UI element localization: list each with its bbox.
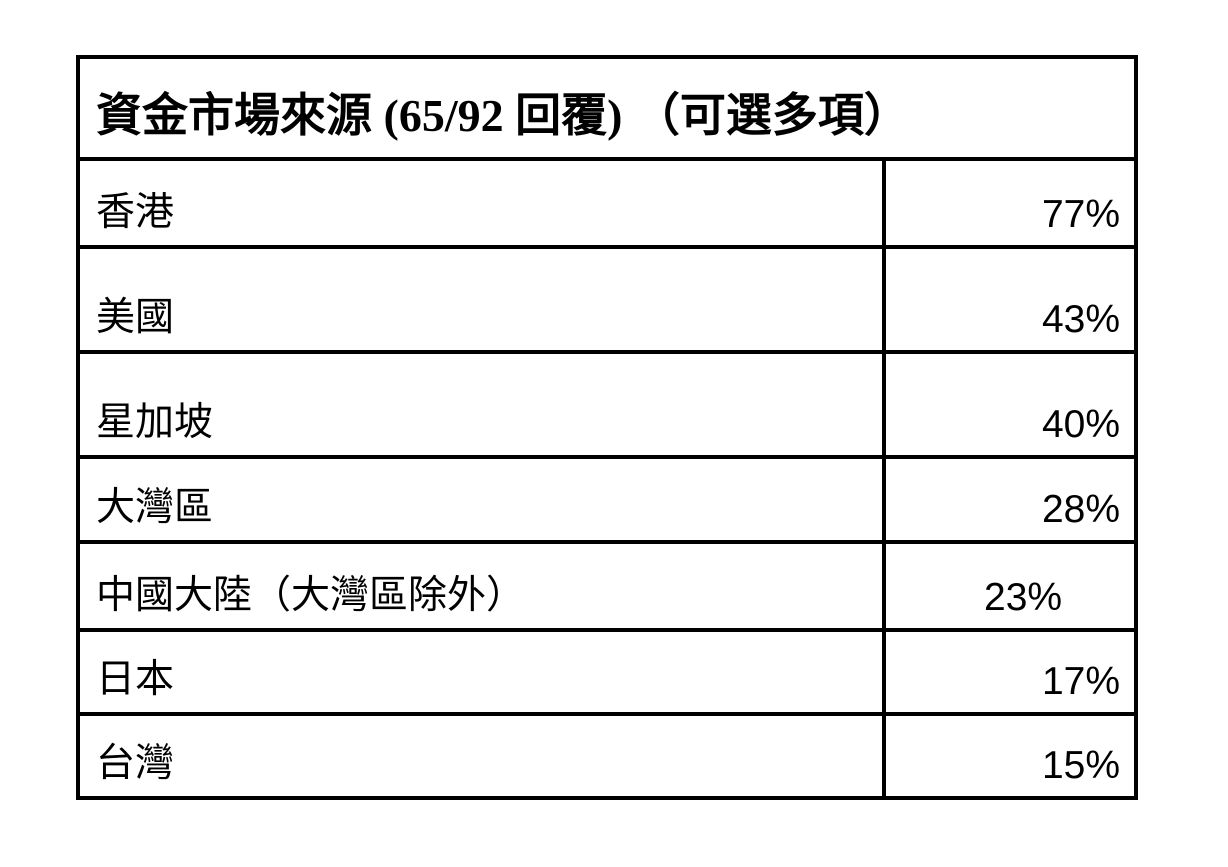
row-label: 中國大陸（大灣區除外） [96,574,526,617]
table-row: 星加坡 40% [80,354,1134,459]
row-value: 77% [1041,193,1120,236]
row-label: 美國 [96,296,175,339]
table-row: 香港 77% [80,157,1134,249]
table-row: 大灣區 28% [80,459,1134,544]
table-row: 美國 43% [80,249,1134,354]
table-row: 台灣 15% [80,716,1134,796]
row-label: 台灣 [96,742,175,785]
row-label: 星加坡 [96,401,214,444]
row-label: 香港 [96,191,175,234]
row-value: 40% [1041,403,1120,446]
row-label: 大灣區 [96,486,214,529]
row-label: 日本 [96,658,175,701]
row-value: 15% [1041,744,1120,787]
funding-sources-table: 資金市場來源 (65/92 回覆) （可選多項） 香港 77% 美國 43% 星… [76,55,1138,800]
row-value: 23% [984,576,1063,619]
table-title-row: 資金市場來源 (65/92 回覆) （可選多項） [80,59,1134,161]
column-divider [882,157,886,796]
row-value: 28% [1041,488,1120,531]
table-row: 日本 17% [80,632,1134,716]
row-value: 43% [1041,298,1120,341]
row-value: 17% [1041,660,1120,703]
table-row: 中國大陸（大灣區除外） 23% [80,544,1134,632]
table-title: 資金市場來源 (65/92 回覆) （可選多項） [96,90,910,141]
